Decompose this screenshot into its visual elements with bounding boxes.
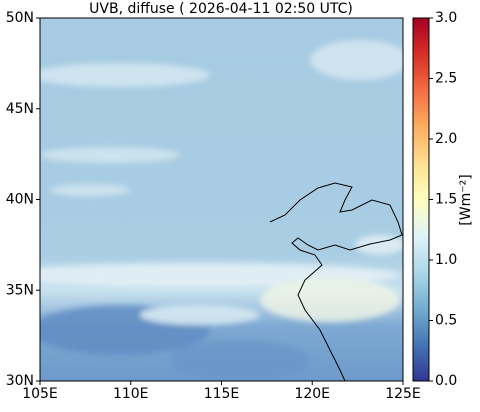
y-tick-label: 45N <box>6 101 34 117</box>
x-tick-label: 105E <box>22 386 58 402</box>
x-tick-label: 110E <box>113 386 149 402</box>
colorbar-tick-label: 1.5 <box>435 192 457 208</box>
y-tick-label: 30N <box>6 373 34 389</box>
colorbar-tick-label: 2.0 <box>435 131 457 147</box>
colorbar-tick-label: 0.5 <box>435 313 457 329</box>
map-field <box>40 18 403 381</box>
colorbar-tick-label: 0.0 <box>435 373 457 389</box>
y-tick-label: 35N <box>6 282 34 298</box>
x-tick-label: 125E <box>385 386 421 402</box>
chart-title: UVB, diffuse ( 2026-04-11 02:50 UTC) <box>89 1 353 17</box>
x-tick-label: 115E <box>204 386 240 402</box>
colorbar <box>412 17 430 382</box>
y-tick-label: 40N <box>6 192 34 208</box>
colorbar-tick-label: 2.5 <box>435 71 457 87</box>
y-tick-label: 50N <box>6 10 34 26</box>
colorbar-tick-label: 3.0 <box>435 10 457 26</box>
x-tick-label: 120E <box>294 386 330 402</box>
colorbar-label: [Wm⁻²] <box>458 174 474 225</box>
colorbar-tick-label: 1.0 <box>435 252 457 268</box>
coastline <box>269 182 403 381</box>
